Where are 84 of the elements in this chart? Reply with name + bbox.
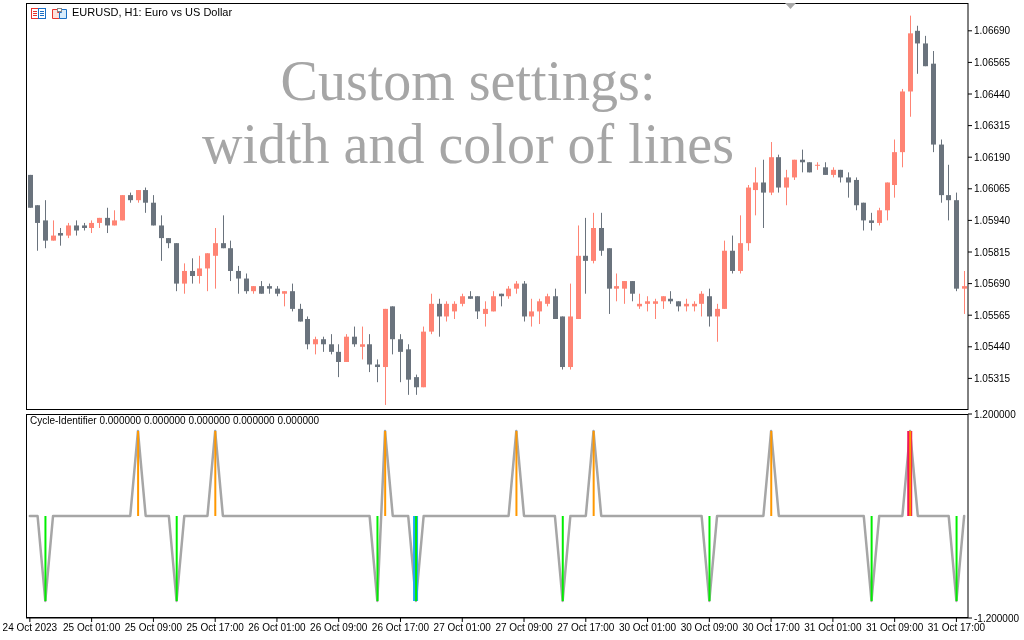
candlestick	[630, 280, 635, 302]
y-tick-label: -1.200000	[974, 612, 1020, 624]
y-tick-label: 1.06190	[974, 151, 1011, 163]
candlestick	[221, 214, 226, 249]
candlestick	[753, 166, 758, 216]
chart-title: EURUSD, H1: Euro vs US Dollar	[72, 6, 233, 18]
x-tick-label: 25 Oct 01:00	[63, 622, 121, 634]
chart-title: Cycle-Identifier 0.000000 0.000000 0.000000 0.000000 0.000000	[30, 415, 320, 427]
candlestick	[437, 298, 442, 338]
x-tick-label: 30 Oct 17:00	[742, 622, 801, 634]
x-tick-label: 31 Oct 17:00	[927, 622, 986, 634]
y-tick-label: 1.05815	[974, 246, 1011, 258]
y-tick-label: 1.06315	[974, 120, 1011, 132]
x-tick-label: 25 Oct 17:00	[186, 622, 245, 634]
candlestick	[614, 272, 619, 302]
candlestick	[336, 343, 341, 378]
y-tick-label: 1.05440	[974, 341, 1011, 353]
candlestick	[915, 25, 920, 75]
x-tick-label: 26 Oct 09:00	[310, 622, 368, 634]
candlestick	[290, 283, 295, 312]
candlestick	[414, 374, 419, 396]
x-tick-label: 26 Oct 01:00	[248, 622, 307, 634]
candlestick	[190, 257, 195, 285]
y-tick-label: 1.06690	[974, 25, 1011, 37]
y-tick-label: 1.06065	[974, 183, 1011, 195]
candlestick	[352, 326, 357, 348]
candlestick	[228, 240, 233, 282]
candlestick	[707, 288, 712, 328]
candlestick	[553, 288, 558, 320]
candlestick	[143, 187, 148, 214]
y-tick-label: 1.06440	[974, 88, 1011, 100]
x-tick-label: 27 Oct 01:00	[433, 622, 492, 634]
candlestick	[51, 219, 56, 242]
candlestick	[367, 333, 372, 373]
y-tick-label: 1.05940	[974, 214, 1011, 226]
y-tick-label: 1.05565	[974, 309, 1011, 321]
candlestick	[105, 207, 110, 234]
candlestick	[583, 217, 588, 295]
candlestick	[329, 333, 334, 355]
candlestick	[653, 298, 658, 320]
candlestick	[475, 295, 480, 320]
candlestick	[375, 358, 380, 383]
candlestick	[861, 202, 866, 232]
candlestick	[715, 303, 720, 343]
annotation: width and color of lines	[202, 113, 734, 176]
candlestick	[159, 214, 164, 262]
candlestick	[946, 164, 951, 221]
candlestick	[483, 300, 488, 328]
x-tick-label: 30 Oct 09:00	[680, 622, 739, 634]
x-tick-label: 31 Oct 09:00	[866, 622, 924, 634]
candlestick	[599, 212, 604, 257]
candlestick	[398, 333, 403, 383]
x-tick-label: 31 Oct 01:00	[804, 622, 862, 634]
candlestick	[43, 199, 48, 249]
candlestick	[761, 159, 766, 229]
y-tick-label: 1.200000	[974, 408, 1017, 420]
candlestick	[151, 194, 156, 226]
y-tick-label: 1.05690	[974, 278, 1011, 290]
candlestick	[622, 280, 627, 305]
candlestick	[35, 204, 40, 252]
candlestick	[244, 272, 249, 295]
candlestick	[182, 262, 187, 295]
x-tick-label: 27 Oct 17:00	[557, 622, 615, 634]
x-tick-label: 25 Oct 09:00	[124, 622, 183, 634]
candlestick	[236, 265, 241, 295]
candlestick	[699, 290, 704, 317]
y-tick-label: 1.06565	[974, 56, 1011, 68]
candlestick	[730, 235, 735, 274]
candlestick	[205, 252, 210, 292]
candlestick	[846, 171, 851, 199]
x-tick-label: 27 Oct 09:00	[495, 622, 554, 634]
y-tick-label: 1.05315	[974, 372, 1011, 384]
candlestick	[360, 326, 365, 360]
candlestick	[444, 300, 449, 323]
candlestick	[923, 35, 928, 67]
candlestick	[213, 227, 218, 290]
candlestick	[784, 169, 789, 206]
candlestick	[197, 255, 202, 285]
candlestick	[529, 298, 534, 328]
annotation: Custom settings:	[280, 50, 656, 113]
x-tick-label: 30 Oct 01:00	[618, 622, 677, 634]
candlestick	[537, 298, 542, 325]
x-tick-label: 24 Oct 2023	[2, 622, 58, 634]
x-tick-label: 26 Oct 17:00	[371, 622, 430, 634]
